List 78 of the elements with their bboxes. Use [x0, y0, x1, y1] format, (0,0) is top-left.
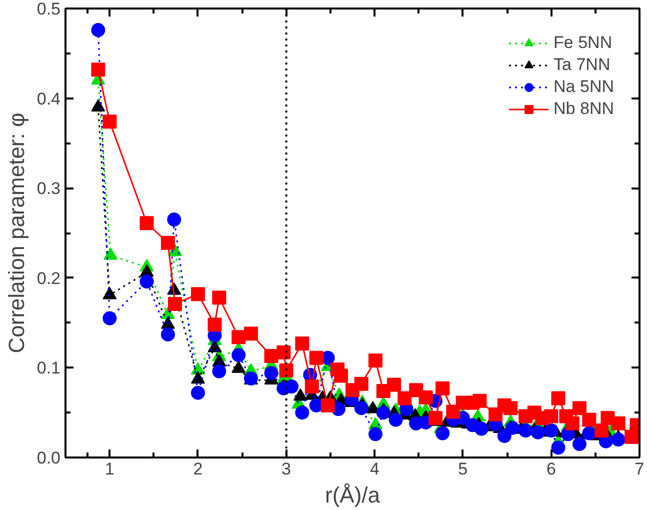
point [530, 425, 545, 440]
legend-label: Ta 7NN [554, 55, 610, 75]
x-tick-label: 3 [282, 460, 292, 478]
point [594, 424, 609, 438]
point [320, 398, 335, 412]
point [208, 318, 222, 332]
point [611, 432, 626, 447]
point [279, 363, 294, 378]
point [244, 326, 258, 341]
point [160, 327, 175, 342]
point [544, 409, 558, 424]
point [368, 427, 382, 442]
point [190, 287, 205, 302]
point [428, 410, 443, 425]
y-tick-label: 0.1 [36, 358, 61, 378]
x-tick-label: 2 [193, 460, 203, 478]
point [611, 416, 626, 430]
point [212, 364, 226, 378]
point [140, 274, 154, 288]
point [232, 330, 246, 344]
point [551, 440, 566, 455]
point [354, 401, 368, 416]
point [582, 412, 596, 427]
legend-label: Nb 8NN [554, 99, 614, 119]
point [387, 378, 402, 392]
point [368, 354, 382, 368]
y-tick-label: 0.5 [36, 0, 61, 18]
point [436, 426, 450, 440]
point [295, 406, 310, 420]
point [168, 296, 182, 311]
x-tick-label: 7 [634, 460, 644, 478]
point [91, 23, 106, 38]
y-tick-label: 0.2 [36, 268, 61, 288]
point [474, 422, 488, 436]
point [91, 62, 106, 77]
point [398, 391, 412, 406]
point [212, 290, 226, 305]
point [276, 345, 291, 360]
point [572, 401, 586, 416]
point [518, 424, 533, 438]
point [504, 401, 518, 416]
y-axis-title: Correlation parameter: φ [4, 112, 29, 354]
point [167, 212, 182, 227]
y-tick-label: 0.4 [36, 89, 61, 108]
point [304, 380, 319, 394]
point [264, 366, 278, 380]
point [295, 336, 310, 350]
point [582, 426, 596, 440]
y-tick-label: 0.0 [36, 448, 61, 468]
point [551, 391, 566, 406]
x-axis-title: r(Å)/a [325, 482, 381, 508]
point [232, 348, 246, 362]
y-tick-label: 0.3 [36, 179, 61, 198]
point [565, 416, 580, 430]
point [472, 394, 487, 408]
legend-label: Fe 5NN [554, 33, 612, 53]
point [497, 428, 512, 443]
x-tick-label: 1 [104, 460, 114, 478]
point [388, 412, 403, 427]
point [334, 368, 348, 383]
point [102, 114, 117, 129]
point [102, 311, 117, 326]
point [418, 390, 433, 404]
x-tick-label: 4 [370, 460, 380, 478]
point [376, 406, 390, 420]
point [160, 236, 175, 250]
x-tick-label: 6 [546, 460, 556, 478]
point [544, 424, 558, 438]
point [572, 437, 586, 452]
legend-label: Na 5NN [554, 77, 614, 97]
point [354, 376, 368, 391]
point [505, 420, 520, 435]
point [264, 349, 278, 364]
x-tick-label: 5 [458, 460, 468, 478]
point [140, 216, 154, 230]
point [309, 350, 324, 365]
point [190, 386, 205, 400]
point [436, 381, 450, 396]
